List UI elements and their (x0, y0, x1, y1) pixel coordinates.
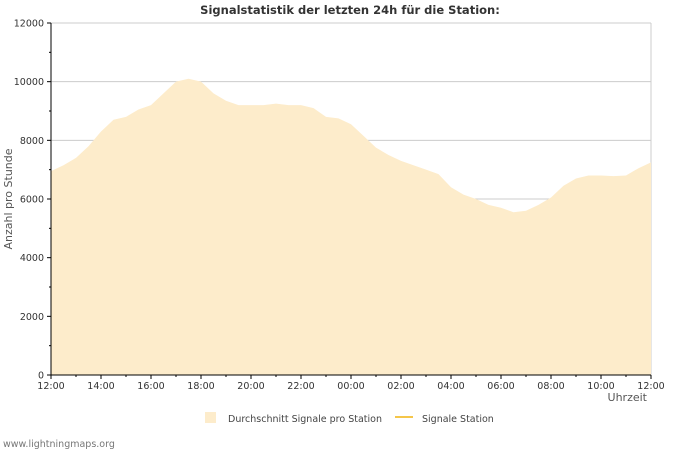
x-tick-label: 12:00 (637, 381, 664, 392)
x-tick-label: 10:00 (587, 381, 614, 392)
x-tick-label: 12:00 (37, 381, 64, 392)
footer-url: www.lightningmaps.org (3, 439, 115, 450)
plot-area (51, 78, 651, 375)
x-axis-label: Uhrzeit (608, 391, 648, 404)
legend-label-average: Durchschnitt Signale pro Station (228, 414, 382, 425)
chart-title: Signalstatistik der letzten 24h für die … (200, 3, 500, 17)
y-tick-label: 6000 (20, 195, 44, 206)
y-tick-label: 0 (38, 371, 44, 382)
x-tick-label: 20:00 (237, 381, 264, 392)
x-tick-label: 04:00 (437, 381, 464, 392)
axes (47, 22, 652, 379)
y-tick-label: 12000 (14, 19, 44, 30)
legend-swatch-area (205, 412, 216, 423)
y-tick-label: 4000 (20, 253, 44, 264)
x-tick-label: 02:00 (387, 381, 414, 392)
x-tick-label: 08:00 (537, 381, 564, 392)
y-tick-label: 10000 (14, 77, 44, 88)
series-area-average (51, 78, 651, 375)
legend-label-station: Signale Station (422, 414, 494, 425)
y-tick-labels: 0 2000 4000 6000 8000 10000 12000 (14, 19, 44, 382)
y-tick-label: 2000 (20, 312, 44, 323)
x-tick-label: 06:00 (487, 381, 514, 392)
y-tick-label: 8000 (20, 136, 44, 147)
x-tick-label: 22:00 (287, 381, 314, 392)
legend: Durchschnitt Signale pro Station Signale… (205, 412, 494, 425)
x-tick-label: 00:00 (337, 381, 364, 392)
x-tick-label: 18:00 (187, 381, 214, 392)
x-tick-label: 14:00 (87, 381, 114, 392)
x-tick-label: 16:00 (137, 381, 164, 392)
x-tick-labels: 12:00 14:00 16:00 18:00 20:00 22:00 00:00 02:00… (37, 381, 664, 392)
y-axis-label: Anzahl pro Stunde (2, 148, 15, 249)
